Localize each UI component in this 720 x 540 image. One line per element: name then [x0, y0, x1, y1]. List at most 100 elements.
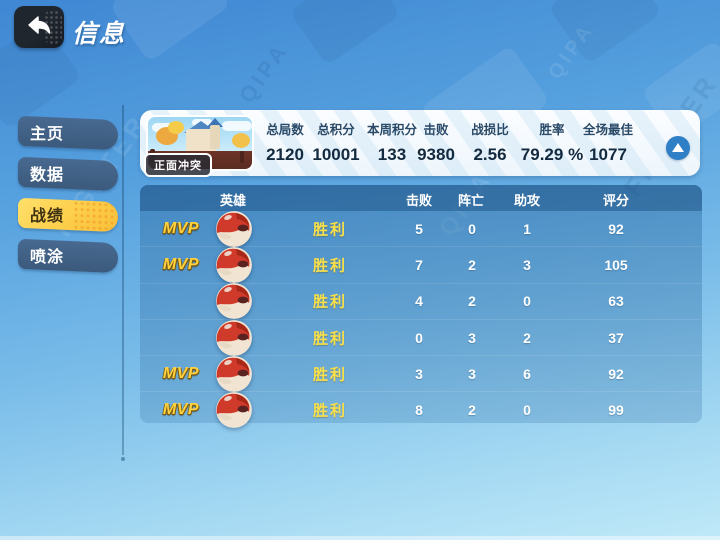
table-header-row: 英雄 击败 阵亡 助攻 评分 [140, 185, 702, 211]
stat-value: 10001 [312, 145, 360, 164]
column-header-kills: 击败 [405, 193, 433, 208]
up-triangle-icon [672, 143, 684, 152]
score-value: 63 [608, 293, 624, 310]
stat-week-points: 本周积分 133 [367, 110, 417, 176]
score-value: 92 [608, 365, 624, 382]
match-row[interactable]: MVP 胜利 8 2 0 99 [140, 391, 702, 429]
hero-avatar [216, 246, 252, 283]
deaths-value: 0 [468, 220, 476, 237]
mode-name-badge: 正面冲突 [144, 153, 212, 177]
kills-value: 4 [415, 293, 423, 310]
sidebar-item-label: 战绩 [30, 208, 65, 226]
stat-label: 击败 [423, 123, 449, 137]
mvp-badge: MVP [162, 219, 200, 237]
hero-avatar [216, 392, 252, 429]
deaths-value: 2 [468, 402, 476, 419]
stat-label: 本周积分 [366, 123, 418, 137]
sidebar-item-spray[interactable]: 喷涂 [18, 238, 118, 274]
sidebar-item-home[interactable]: 主页 [18, 115, 118, 151]
kills-value: 0 [415, 329, 423, 346]
match-row[interactable]: 胜利 0 3 2 37 [140, 318, 702, 356]
stat-best-of-match: 全场最佳 1077 [583, 110, 633, 176]
back-button[interactable] [14, 6, 64, 48]
sidebar-item-data[interactable]: 数据 [18, 156, 118, 192]
score-value: 92 [608, 220, 624, 237]
kills-value: 3 [415, 365, 423, 382]
result-label: 胜利 [312, 221, 348, 239]
hero-avatar-icon [216, 210, 252, 247]
match-row[interactable]: MVP 胜利 5 0 1 92 [140, 210, 702, 247]
assists-value: 2 [523, 329, 531, 346]
mvp-badge: MVP [162, 364, 200, 382]
deaths-value: 3 [468, 329, 476, 346]
hero-avatar-icon [216, 283, 252, 320]
watermark-text: QIPA [544, 18, 599, 84]
stat-value: 2.56 [473, 145, 507, 164]
stat-label: 总积分 [317, 123, 355, 137]
column-header-deaths: 阵亡 [457, 193, 485, 208]
result-label: 胜利 [312, 330, 348, 348]
stat-label: 全场最佳 [582, 123, 634, 137]
page-title: 信息 [72, 20, 127, 48]
assists-value: 0 [523, 402, 531, 419]
hero-avatar-icon [216, 319, 252, 356]
sidebar-item-label: 数据 [30, 167, 65, 185]
stat-value: 133 [377, 145, 407, 164]
assists-value: 6 [523, 365, 531, 382]
sidebar-item-records[interactable]: 战绩 [18, 197, 118, 233]
stat-value: 2120 [266, 145, 304, 164]
deaths-value: 3 [468, 365, 476, 382]
score-value: 37 [608, 329, 624, 346]
stat-total-games: 总局数 2120 [266, 110, 304, 176]
kills-value: 5 [415, 220, 423, 237]
mvp-badge: MVP [162, 255, 200, 273]
hero-avatar-icon [216, 246, 252, 283]
stat-label: 战损比 [471, 123, 509, 137]
halftone-decoration [44, 10, 62, 44]
result-label: 胜利 [312, 402, 348, 420]
column-header-assists: 助攻 [513, 193, 541, 208]
score-value: 105 [604, 256, 628, 273]
watermark-text: QIPA [233, 37, 294, 108]
stat-kd-ratio: 战损比 2.56 [471, 110, 509, 176]
hero-avatar [216, 355, 252, 392]
sidebar-item-label: 喷涂 [30, 249, 65, 267]
stat-label: 总局数 [266, 123, 304, 137]
stat-win-rate: 胜率 79.29 % [521, 110, 583, 176]
assists-value: 1 [523, 220, 531, 237]
match-row[interactable]: 胜利 4 2 0 63 [140, 282, 702, 320]
deaths-value: 2 [468, 293, 476, 310]
result-label: 胜利 [312, 293, 348, 311]
hero-avatar [216, 210, 252, 247]
sidebar-divider [121, 105, 125, 461]
match-row[interactable]: MVP 胜利 3 3 6 92 [140, 355, 702, 392]
match-row[interactable]: MVP 胜利 7 2 3 105 [140, 246, 702, 283]
result-label: 胜利 [312, 366, 348, 384]
column-header-score: 评分 [602, 193, 630, 208]
kills-value: 7 [415, 256, 423, 273]
hero-avatar [216, 283, 252, 320]
sidebar-item-label: 主页 [30, 126, 65, 144]
stat-label: 胜率 [539, 123, 565, 137]
collapse-stats-button[interactable] [666, 136, 690, 160]
deaths-value: 2 [468, 256, 476, 273]
stat-value: 79.29 % [520, 145, 584, 164]
mvp-badge: MVP [162, 401, 200, 419]
stat-kills: 击败 9380 [417, 110, 455, 176]
stat-value: 1077 [589, 145, 627, 164]
stats-summary-card: 正面冲突 总局数 2120 总积分 10001 本周积分 133 击败 9380… [140, 110, 700, 177]
table-rows-container: MVP 胜利 5 0 1 92 MVP [140, 210, 702, 429]
column-header-hero: 英雄 [219, 193, 247, 208]
assists-value: 0 [523, 293, 531, 310]
back-arrow-icon [28, 16, 51, 34]
hero-avatar-icon [216, 392, 252, 429]
stat-value: 9380 [417, 145, 455, 164]
kills-value: 8 [415, 402, 423, 419]
result-label: 胜利 [312, 257, 348, 275]
hero-avatar-icon [216, 355, 252, 392]
score-value: 99 [608, 402, 624, 419]
assists-value: 3 [523, 256, 531, 273]
stat-total-points: 总积分 10001 [312, 110, 359, 176]
bottom-edge-strip [0, 536, 720, 540]
match-record-table: 英雄 击败 阵亡 助攻 评分 MVP 胜利 5 0 1 92 MVP [140, 185, 702, 429]
